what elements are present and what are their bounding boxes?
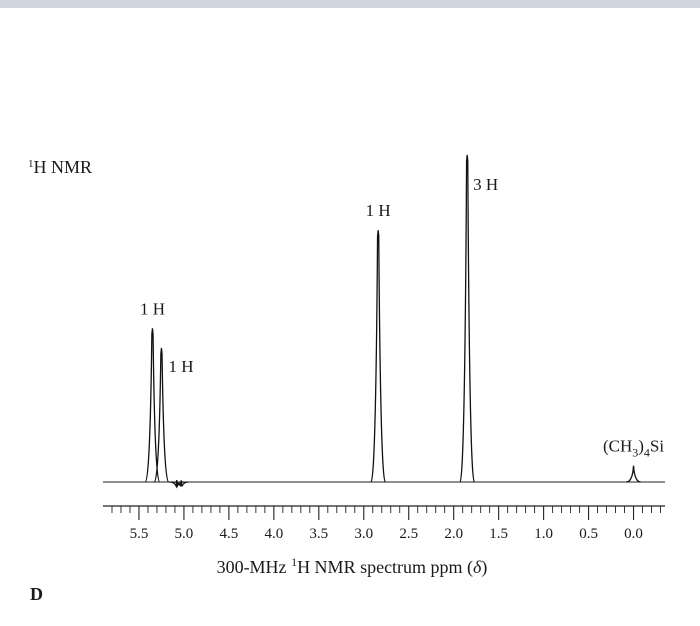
peak-labels: 1 H 1 H 1 H 3 H (CH3)4Si [140, 175, 664, 460]
x-axis-title-prefix: 300-MHz [217, 557, 292, 577]
panel-label: D [30, 584, 43, 604]
peak-0 [144, 328, 161, 483]
x-axis-title-delta: δ [473, 557, 482, 577]
peak-label-1: 1 H [168, 357, 193, 376]
tick-label-8: 1.5 [489, 526, 508, 542]
tick-label-2: 4.5 [220, 526, 239, 542]
minor-peak-1 [174, 480, 189, 487]
x-axis-title-main: H NMR spectrum ppm ( [297, 557, 473, 578]
peak-label-0: 1 H [140, 299, 165, 318]
x-axis-title-suffix: ) [481, 557, 487, 578]
tick-label-0: 5.5 [130, 526, 149, 542]
tick-label-7: 2.0 [444, 526, 463, 542]
tick-label-6: 2.5 [399, 526, 418, 542]
x-axis-ticks: 5.5 5.0 4.5 4.0 3.5 3.0 2.5 2.0 1.5 1.0 0.5 0.0 [111, 506, 661, 542]
tick-label-3: 4.0 [264, 526, 283, 542]
tick-label-10: 0.5 [579, 526, 598, 542]
title-main: H NMR [34, 157, 93, 177]
chart-title: 1H NMR [28, 157, 92, 177]
top-bar [0, 0, 700, 8]
x-axis-title: 300-MHz 1H NMR spectrum ppm (δ) [217, 555, 488, 578]
spectrum-trace-group [103, 154, 665, 489]
tick-label-4: 3.5 [309, 526, 328, 542]
peak-label-3: 3 H [473, 175, 498, 194]
peak-4 [626, 465, 641, 483]
x-axis-title-superscript: 1 [291, 555, 297, 569]
peak-2 [370, 230, 386, 483]
peak-3 [459, 154, 476, 483]
peak-1 [153, 347, 170, 483]
tick-label-5: 3.0 [354, 526, 373, 542]
tick-label-9: 1.0 [534, 526, 553, 542]
tick-label-11: 0.0 [624, 526, 643, 542]
peak-label-2: 1 H [366, 201, 391, 220]
peak-label-4: (CH3)4Si [603, 437, 664, 460]
tick-label-1: 5.0 [175, 526, 194, 542]
title-superscript: 1 [28, 158, 34, 170]
